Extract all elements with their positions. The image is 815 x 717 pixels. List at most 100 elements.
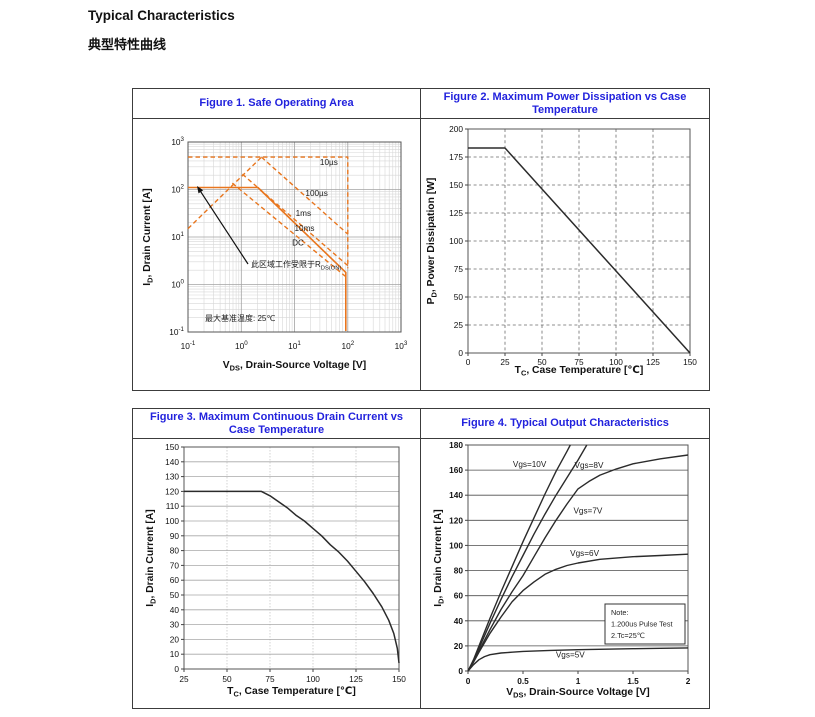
figure-table-bottom: Figure 3. Maximum Continuous Drain Curre… <box>132 408 710 709</box>
curve-label: 10ms <box>295 224 315 233</box>
svg-text:25: 25 <box>179 674 189 684</box>
svg-text:10-1: 10-1 <box>181 340 196 351</box>
svg-text:60: 60 <box>170 575 180 585</box>
svg-text:0.5: 0.5 <box>517 676 529 686</box>
svg-text:50: 50 <box>537 357 547 367</box>
svg-text:0: 0 <box>466 676 471 686</box>
svg-text:40: 40 <box>454 616 464 626</box>
series-vgs-7v <box>467 454 689 672</box>
y-axis-title: ID, Drain Current [A] <box>433 509 445 606</box>
series-id-vs-tc <box>184 490 400 664</box>
x-axis-title: VDS, Drain-Source Voltage [V] <box>506 687 649 699</box>
annotation-arrowhead <box>197 186 204 194</box>
svg-text:120: 120 <box>165 486 179 496</box>
svg-text:1: 1 <box>576 676 581 686</box>
svg-text:75: 75 <box>574 357 584 367</box>
chart-canvas-fig2-max-power-dissipation: 0 25 50 75 100 125 150 0 25 50 75 100 125 150 175 200 TC… <box>426 124 697 377</box>
figure-table-top: Figure 1. Safe Operating Area Figure 2. … <box>132 88 710 391</box>
chart-canvas-fig3-max-continuous-drain-current: 25 50 75 100 125 150 0 10 20 30 40 50 60 70 80 90 100 110… <box>145 442 406 698</box>
series-vgs-6v <box>467 553 689 672</box>
svg-text:100: 100 <box>171 279 184 290</box>
svg-text:10: 10 <box>170 649 180 659</box>
svg-text:110: 110 <box>166 501 180 511</box>
curve-label: 10µs <box>320 158 338 167</box>
series-vgs-5v <box>467 647 689 672</box>
svg-text:80: 80 <box>170 546 180 556</box>
curve-label: Vgs=7V <box>573 506 602 515</box>
svg-text:80: 80 <box>454 566 464 576</box>
series-vgs-10v <box>467 444 571 672</box>
series-vgs-8v <box>467 444 588 672</box>
svg-text:150: 150 <box>392 674 406 684</box>
figure-1-title: Figure 1. Safe Operating Area <box>133 89 421 119</box>
svg-text:30: 30 <box>170 620 180 630</box>
figure-2-chart: 0 25 50 75 100 125 150 0 25 50 75 100 125 150 175 200 TC… <box>421 119 709 390</box>
svg-text:120: 120 <box>449 515 463 525</box>
svg-text:140: 140 <box>165 457 179 467</box>
curve-label: Vgs=5V <box>556 651 585 660</box>
svg-text:102: 102 <box>171 184 184 195</box>
svg-text:50: 50 <box>222 674 232 684</box>
y-axis-title: PD, Power Dissipation [W] <box>426 178 438 305</box>
annotation-arrow <box>197 187 249 265</box>
page-title: Typical Characteristics <box>88 8 235 23</box>
svg-text:103: 103 <box>395 340 408 351</box>
note-box <box>604 603 686 645</box>
svg-text:160: 160 <box>449 465 463 475</box>
curve-label: 1ms <box>296 209 311 218</box>
note-box-line: 2.Tc=25℃ <box>611 631 645 640</box>
svg-text:1.5: 1.5 <box>627 676 639 686</box>
chart-note: 最大基准温度: 25℃ <box>205 313 275 323</box>
figure-3-chart: 25 50 75 100 125 150 0 10 20 30 40 50 60 70 80 90 100 110… <box>133 439 421 708</box>
svg-text:100: 100 <box>449 540 463 550</box>
x-axis-title: TC, Case Temperature [℃] <box>227 686 356 698</box>
svg-text:0: 0 <box>174 664 179 674</box>
figure-2-title: Figure 2. Maximum Power Dissipation vs C… <box>421 89 709 119</box>
svg-text:40: 40 <box>170 605 180 615</box>
chart-canvas-fig1-safe-operating-area: 10-1 100 101 102 103 10-1 100 101 102 103 10µs 100µ… <box>142 136 408 372</box>
svg-text:100: 100 <box>449 236 463 246</box>
x-axis-title: TC, Case Temperature [℃] <box>515 365 644 377</box>
svg-text:125: 125 <box>646 357 660 367</box>
svg-text:75: 75 <box>265 674 275 684</box>
y-axis-title: ID, Drain Current [A] <box>142 188 154 285</box>
chart-note: 此区域工作受限于RDS(ON) <box>251 259 341 271</box>
svg-text:180: 180 <box>449 440 463 450</box>
svg-text:102: 102 <box>341 340 354 351</box>
svg-text:25: 25 <box>454 320 464 330</box>
note-box-line: 1.200us Pulse Test <box>611 620 673 629</box>
y-axis-title: ID, Drain Current [A] <box>145 509 157 606</box>
svg-text:10-1: 10-1 <box>169 326 184 337</box>
svg-text:101: 101 <box>288 340 301 351</box>
svg-text:25: 25 <box>500 357 510 367</box>
page-title-zh: 典型特性曲线 <box>88 37 167 52</box>
series-pd-vs-tc <box>468 147 691 354</box>
figure-3-title: Figure 3. Maximum Continuous Drain Curre… <box>133 409 421 439</box>
svg-text:103: 103 <box>171 136 184 147</box>
svg-text:0: 0 <box>466 357 471 367</box>
svg-text:100: 100 <box>165 516 179 526</box>
svg-text:60: 60 <box>454 591 464 601</box>
svg-text:70: 70 <box>170 560 180 570</box>
svg-text:75: 75 <box>454 264 464 274</box>
svg-text:50: 50 <box>454 292 464 302</box>
svg-text:175: 175 <box>449 152 463 162</box>
svg-text:100: 100 <box>609 357 623 367</box>
svg-text:100: 100 <box>235 340 248 351</box>
svg-text:125: 125 <box>349 674 363 684</box>
svg-text:100: 100 <box>306 674 320 684</box>
svg-text:20: 20 <box>170 634 180 644</box>
chart-canvas-fig4-typical-output-characteristics: 0 0.5 1 1.5 2020406080100120140160180Vgs=10V… <box>433 440 691 699</box>
svg-text:20: 20 <box>454 641 464 651</box>
svg-text:200: 200 <box>449 124 463 134</box>
svg-text:150: 150 <box>165 442 179 452</box>
figure-4-chart: 0 0.5 1 1.5 2 0 20 40 60 80 100 120 140 160 180 Vgs=10V… <box>421 439 709 708</box>
svg-text:101: 101 <box>171 231 184 242</box>
svg-text:0: 0 <box>458 666 463 676</box>
series-100us-limit <box>261 156 349 235</box>
svg-text:125: 125 <box>449 208 463 218</box>
svg-text:150: 150 <box>449 180 463 190</box>
svg-text:2: 2 <box>686 676 691 686</box>
curve-label: 100µs <box>305 189 327 198</box>
